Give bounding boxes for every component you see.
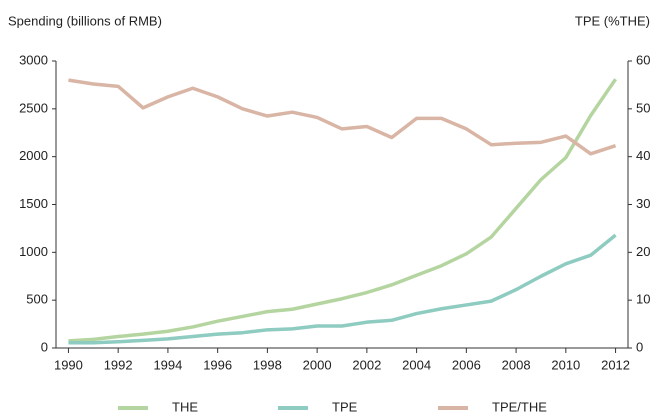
legend-label: THE (172, 399, 198, 414)
y-tick-label: 500 (26, 292, 48, 307)
legend-label: TPE (332, 399, 358, 414)
y2-tick-label: 10 (636, 292, 650, 307)
y-tick-label: 1000 (19, 244, 48, 259)
y-tick-label: 2000 (19, 148, 48, 163)
x-tick-label: 2002 (352, 357, 381, 372)
y2-tick-label: 40 (636, 148, 650, 163)
y2-tick-label: 30 (636, 196, 650, 211)
y2-tick-label: 0 (636, 339, 643, 354)
y2-axis-label: TPE (%THE) (575, 13, 650, 28)
line-series (68, 233, 617, 345)
y-tick-label: 0 (41, 339, 48, 354)
x-tick-label: 1992 (104, 357, 133, 372)
x-tick-label: 1998 (253, 357, 282, 372)
line-series (68, 78, 618, 343)
x-tick-label: 2012 (601, 357, 630, 372)
line-series (68, 78, 617, 156)
y-tick-label: 2500 (19, 100, 48, 115)
y2-tick-label: 60 (636, 52, 650, 67)
y2-tick-label: 20 (636, 244, 650, 259)
x-tick-label: 1994 (153, 357, 182, 372)
x-tick-label: 1990 (54, 357, 83, 372)
x-tick-label: 2010 (551, 357, 580, 372)
y-tick-label: 3000 (19, 52, 48, 67)
x-tick-label: 2004 (402, 357, 431, 372)
x-tick-label: 2008 (502, 357, 531, 372)
x-tick-label: 2000 (303, 357, 332, 372)
y2-tick-label: 50 (636, 100, 650, 115)
x-tick-label: 1996 (203, 357, 232, 372)
y-tick-label: 1500 (19, 196, 48, 211)
legend-label: TPE/THE (492, 399, 547, 414)
x-tick-label: 2006 (452, 357, 481, 372)
y-axis-label: Spending (billions of RMB) (8, 13, 162, 28)
